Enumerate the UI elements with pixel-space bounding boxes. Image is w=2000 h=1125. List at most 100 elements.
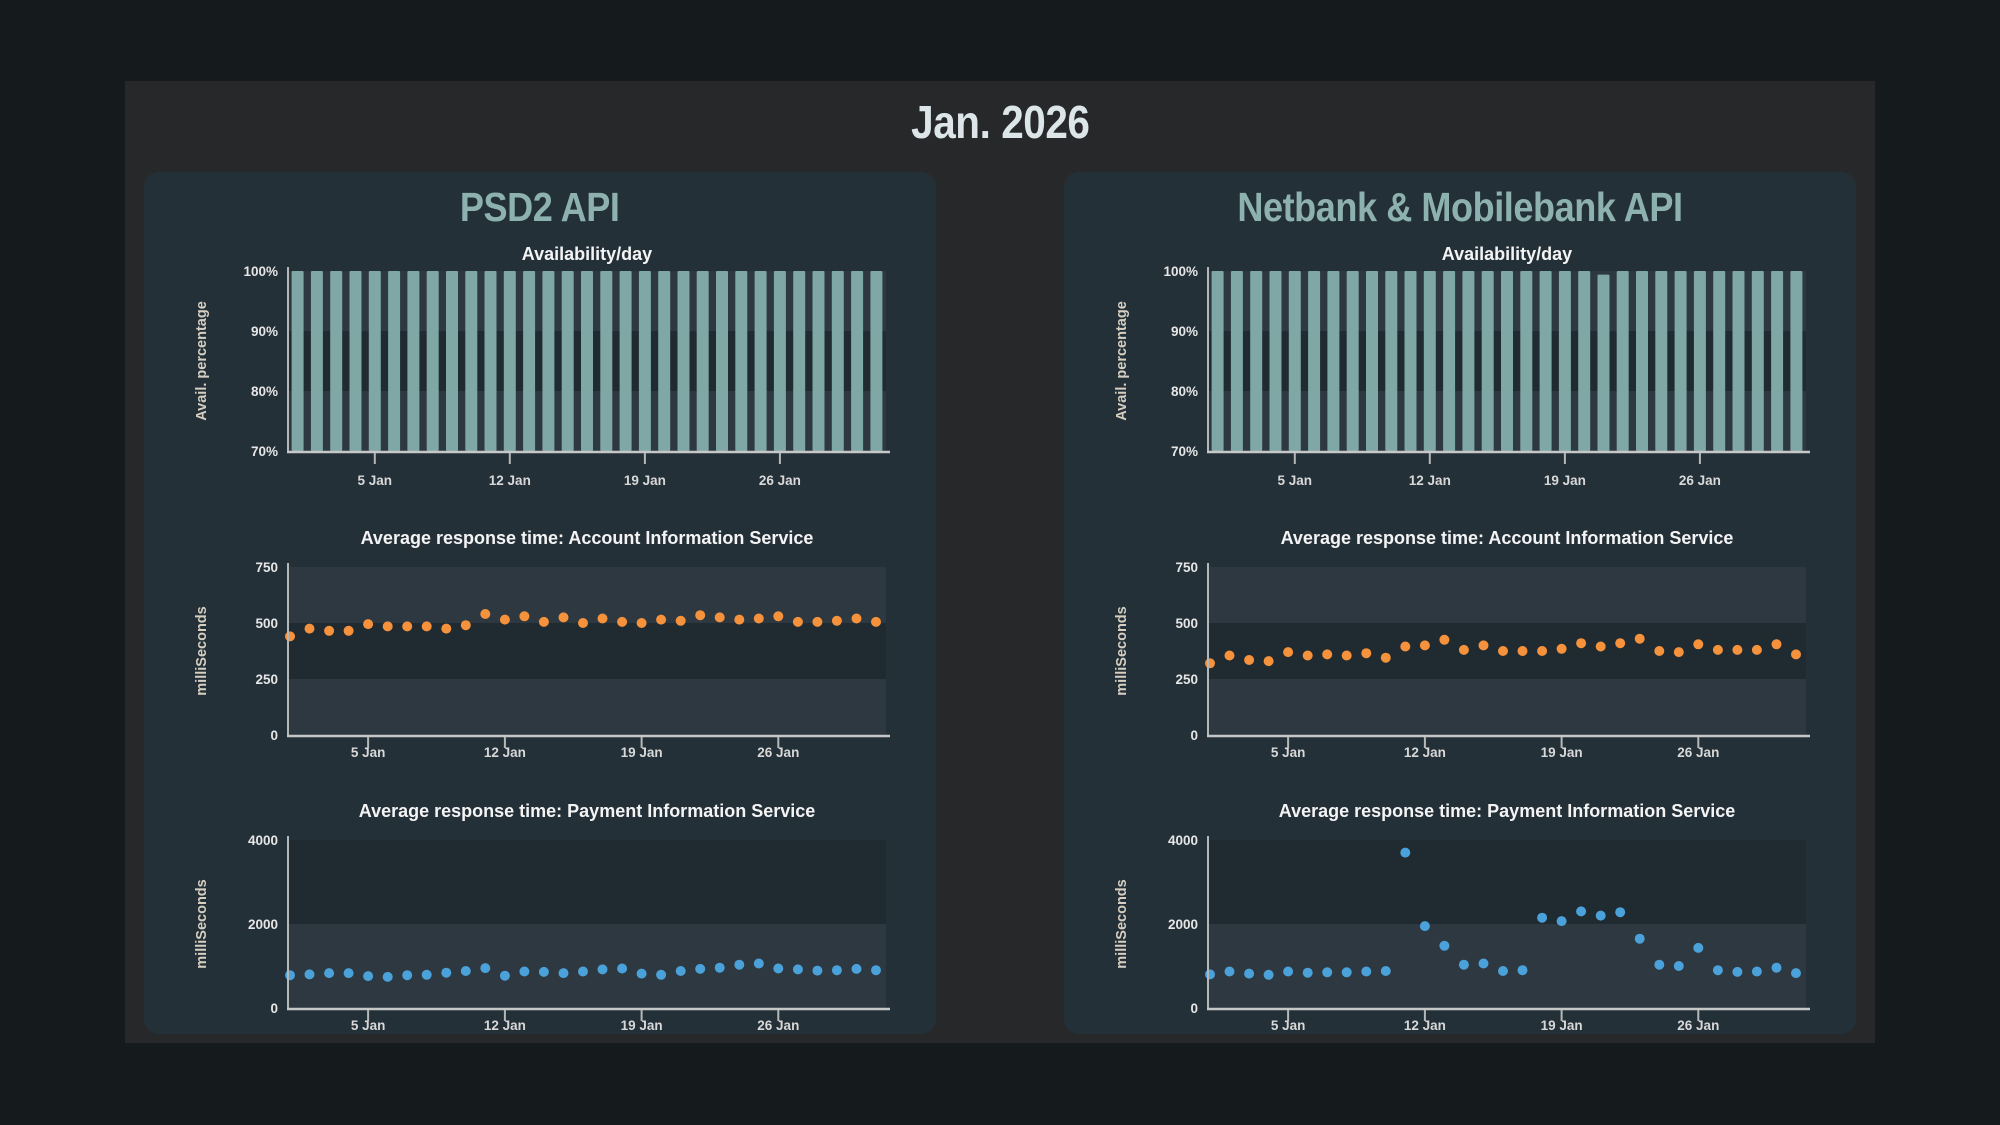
x-tick-label: 12 Jan — [1404, 745, 1446, 760]
data-point — [285, 969, 295, 980]
y-tick-label: 4000 — [1168, 833, 1198, 848]
availability-bar — [1771, 270, 1784, 451]
data-point — [675, 615, 686, 626]
data-point — [1615, 637, 1626, 648]
data-point — [460, 619, 471, 630]
data-point — [441, 623, 452, 634]
data-point — [1439, 940, 1450, 951]
data-point — [773, 963, 784, 974]
netbank-availability-chart: 70% 80% 90% 100% 5 Jan 12 Jan 19 Jan 26 Jan Avai… — [1064, 233, 1856, 493]
scatter-chart-svg: 0 2000 4000 5 Jan 12 Jan 19 Jan 26 Jan Average … — [1114, 801, 1810, 1033]
data-point — [382, 971, 393, 982]
data-point — [812, 616, 823, 627]
data-point — [1322, 967, 1333, 978]
availability-bar — [1674, 270, 1687, 451]
data-point — [1732, 966, 1743, 977]
y-tick-label: 250 — [1175, 672, 1198, 687]
availability-bar — [735, 270, 748, 451]
scatter-chart-svg: 0 250 500 750 5 Jan 12 Jan 19 Jan 26 Jan Average… — [1114, 528, 1810, 760]
data-point — [695, 609, 706, 620]
plot-band — [1208, 566, 1806, 623]
data-point — [714, 962, 725, 973]
y-tick-label: 2000 — [248, 917, 278, 932]
availability-bar — [1462, 270, 1475, 451]
x-tick-label: 5 Jan — [1271, 745, 1306, 760]
card-netbank-mobilebank-api: Netbank & Mobilebank API 70% 80% 90% 100% 5 … — [1064, 171, 1856, 1034]
data-point — [1244, 654, 1255, 665]
x-tick-label: 19 Jan — [624, 473, 666, 488]
netbank-account-info-response-chart: 0 250 500 750 5 Jan 12 Jan 19 Jan 26 Jan Average… — [1064, 523, 1856, 763]
availability-bar — [1423, 270, 1436, 451]
data-point — [831, 964, 842, 975]
psd2-account-info-response-chart: 0 250 500 750 5 Jan 12 Jan 19 Jan 26 Jan Average… — [144, 523, 936, 763]
data-point — [1458, 959, 1469, 970]
data-point — [1419, 920, 1430, 931]
data-point — [578, 617, 588, 628]
y-tick-label: 80% — [1171, 384, 1198, 399]
data-point — [538, 966, 549, 977]
availability-bar — [1366, 270, 1378, 451]
data-point — [675, 965, 686, 976]
availability-bar — [1443, 270, 1456, 451]
data-point — [1634, 933, 1645, 944]
availability-bar — [1558, 270, 1571, 451]
data-point — [1712, 964, 1723, 975]
data-point — [480, 608, 491, 619]
availability-bar — [349, 270, 362, 451]
data-point — [851, 613, 862, 624]
y-axis-label: milliSeconds — [1114, 606, 1130, 695]
data-point — [480, 962, 491, 973]
data-point — [1537, 645, 1548, 656]
data-point — [1439, 634, 1450, 645]
data-point — [363, 970, 374, 981]
data-point — [1556, 643, 1567, 654]
y-axis-label: milliSeconds — [194, 879, 210, 968]
availability-bar — [851, 270, 864, 451]
x-tick-label: 12 Jan — [484, 1018, 526, 1033]
data-point — [1654, 645, 1665, 656]
availability-bar — [1481, 270, 1494, 451]
data-point — [1361, 647, 1372, 658]
availability-bar — [677, 270, 690, 451]
data-point — [597, 964, 608, 975]
data-point — [1283, 966, 1294, 977]
data-point — [1791, 649, 1801, 660]
availability-bar — [503, 270, 516, 451]
data-point — [402, 969, 413, 980]
availability-bar — [870, 270, 883, 451]
availability-bar — [561, 270, 574, 451]
data-point — [1224, 966, 1235, 977]
availability-bar — [1616, 270, 1629, 451]
data-point — [1537, 912, 1548, 923]
data-point — [1771, 962, 1782, 973]
availability-bar — [291, 270, 304, 451]
data-point — [1732, 644, 1743, 655]
data-point — [1322, 649, 1333, 660]
dashboard-panel: Jan. 2026 PSD2 API 70% 80% 90% 100% 5 Jan 12 … — [125, 81, 1875, 1043]
x-tick-label: 19 Jan — [621, 745, 663, 760]
x-tick-label: 26 Jan — [757, 745, 799, 760]
plot-band — [288, 923, 886, 1008]
availability-bar — [1385, 270, 1398, 451]
data-point — [1224, 650, 1235, 661]
data-point — [636, 617, 647, 628]
availability-bar — [812, 270, 825, 451]
data-point — [1712, 644, 1723, 655]
data-point — [1400, 847, 1411, 858]
card-psd2-api: PSD2 API 70% 80% 90% 100% 5 Jan 12 Jan 19 Jan 2… — [144, 171, 936, 1034]
availability-bar — [523, 270, 536, 451]
y-tick-label: 2000 — [1168, 917, 1198, 932]
x-tick-label: 5 Jan — [351, 1018, 386, 1033]
y-tick-label: 0 — [1190, 1001, 1198, 1016]
data-point — [499, 614, 510, 625]
data-point — [1634, 633, 1645, 644]
data-point — [1556, 915, 1567, 926]
data-point — [363, 618, 374, 629]
x-tick-label: 12 Jan — [1409, 473, 1451, 488]
data-point — [1205, 658, 1215, 669]
y-axis-label: Avail. percentage — [194, 301, 210, 421]
chart-title: Availability/day — [1442, 244, 1572, 264]
data-point — [773, 611, 784, 622]
data-point — [1302, 967, 1313, 978]
y-axis-label: Avail. percentage — [1114, 301, 1130, 421]
